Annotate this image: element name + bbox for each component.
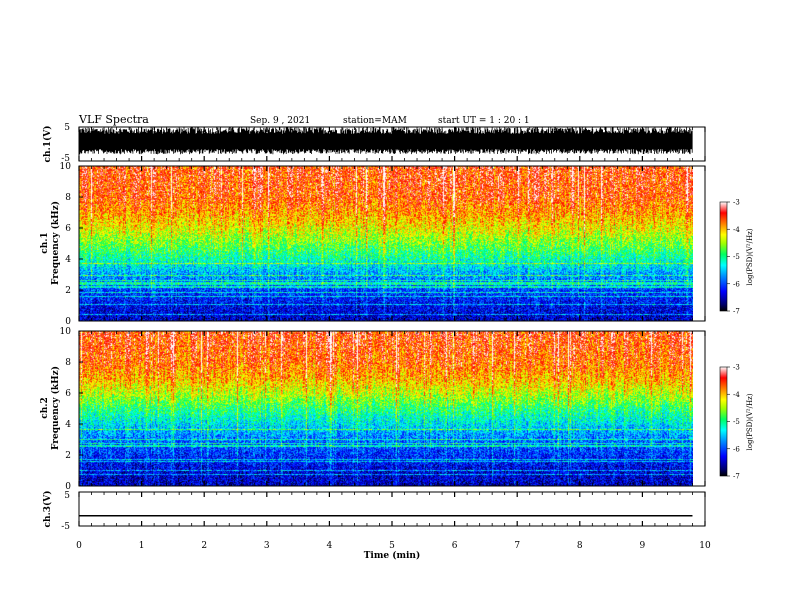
spec-ytick-label: 4 xyxy=(65,255,71,265)
colorbar-tick-label: -4 xyxy=(733,226,740,234)
ch1-spec-ylabel-top: ch.1 xyxy=(40,232,50,253)
spec-ytick-label: 4 xyxy=(65,420,71,430)
ch2-colorbar-gradient xyxy=(719,366,728,477)
ch2-spec-ylabel-bottom: Frequency (kHz) xyxy=(50,366,61,450)
x-tick-label: 7 xyxy=(514,541,520,551)
ch1-ytick-bottom: -5 xyxy=(61,154,70,164)
ch1-ylabel: ch.1(V) xyxy=(42,126,53,163)
x-tick-label: 4 xyxy=(327,541,333,551)
ch2-colorbar-label: log(PSD)(V²/Hz) xyxy=(746,393,754,450)
ch2-spec-ylabel-top: ch.2 xyxy=(40,397,50,418)
spec-ytick-label: 10 xyxy=(60,162,72,172)
ch1-colorbar: -3 -4 -5 -6 -7 log(PSD)(V²/Hz) xyxy=(719,199,754,316)
spec-ytick-label: 2 xyxy=(65,286,71,296)
x-axis-label: Time (min) xyxy=(364,550,421,561)
ch3-waveform-frame xyxy=(78,491,706,527)
spec-ytick-label: 0 xyxy=(65,482,71,492)
ch3-ytick-bottom: -5 xyxy=(61,522,70,532)
x-tick-label: 5 xyxy=(389,541,395,551)
x-tick-label: 1 xyxy=(139,541,145,551)
ch2-spectrogram-image xyxy=(79,331,693,486)
ch1-waveform-line xyxy=(78,127,693,155)
chart-title: VLF Spectra xyxy=(78,113,149,126)
x-tick-label: 8 xyxy=(577,541,583,551)
spec-ytick-label: 6 xyxy=(65,224,71,234)
time-tick-marks xyxy=(78,127,706,526)
start-time-label: start UT = 1 : 20 : 1 xyxy=(438,116,530,126)
ch1-spec-ylabel-bottom: Frequency (kHz) xyxy=(50,201,61,285)
ch2-spec-yticks: 0 2 4 6 8 10 xyxy=(60,327,83,492)
ch2-spectrogram-panel: 0 2 4 6 8 10 ch.2 Frequency (kHz) xyxy=(40,327,706,492)
spec-ytick-label: 6 xyxy=(65,389,71,399)
colorbar-tick-label: -7 xyxy=(733,308,740,316)
colorbar-tick-label: -7 xyxy=(733,473,740,481)
ch3-ytick-top: 5 xyxy=(64,491,70,501)
ch1-spectrogram-image xyxy=(79,166,693,321)
ch1-spectrogram-panel: 0 2 4 6 8 10 ch.1 Frequency (kHz) xyxy=(40,162,706,327)
colorbar-tick-label: -4 xyxy=(733,391,740,399)
colorbar-tick-label: -3 xyxy=(733,199,740,207)
station-label: station=MAM xyxy=(343,116,407,126)
spec-ytick-label: 2 xyxy=(65,451,71,461)
colorbar-tick-label: -5 xyxy=(733,418,740,426)
colorbar-tick-label: -6 xyxy=(733,280,740,288)
colorbar-tick-label: -5 xyxy=(733,253,740,261)
ch1-colorbar-gradient xyxy=(719,201,728,312)
spec-ytick-label: 10 xyxy=(60,327,72,337)
spec-ytick-label: 0 xyxy=(65,317,71,327)
ch3-ylabel: ch.3(V) xyxy=(42,491,53,528)
x-tick-label: 3 xyxy=(264,541,270,551)
ch1-ytick-top: 5 xyxy=(64,123,70,133)
spec-ytick-label: 8 xyxy=(65,193,71,203)
x-tick-label: 2 xyxy=(201,541,207,551)
x-tick-label: 0 xyxy=(76,541,82,551)
date-label: Sep. 9 , 2021 xyxy=(250,116,310,126)
ch1-colorbar-ticks: -3 -4 -5 -6 -7 xyxy=(727,199,740,316)
colorbar-tick-label: -6 xyxy=(733,445,740,453)
x-tick-label: 9 xyxy=(640,541,646,551)
ch1-waveform-panel: 5 -5 ch.1(V) xyxy=(42,123,706,164)
colorbar-tick-label: -3 xyxy=(733,364,740,372)
x-tick-label: 10 xyxy=(699,541,711,551)
ch1-colorbar-label: log(PSD)(V²/Hz) xyxy=(746,228,754,285)
ch2-colorbar: -3 -4 -5 -6 -7 log(PSD)(V²/Hz) xyxy=(719,364,754,481)
x-axis-tick-labels: 0 1 2 3 4 5 6 7 8 9 10 xyxy=(76,541,711,551)
x-tick-label: 6 xyxy=(452,541,458,551)
ch2-colorbar-ticks: -3 -4 -5 -6 -7 xyxy=(727,364,740,481)
spec-ytick-label: 8 xyxy=(65,358,71,368)
ch1-spec-yticks: 0 2 4 6 8 10 xyxy=(60,162,83,327)
